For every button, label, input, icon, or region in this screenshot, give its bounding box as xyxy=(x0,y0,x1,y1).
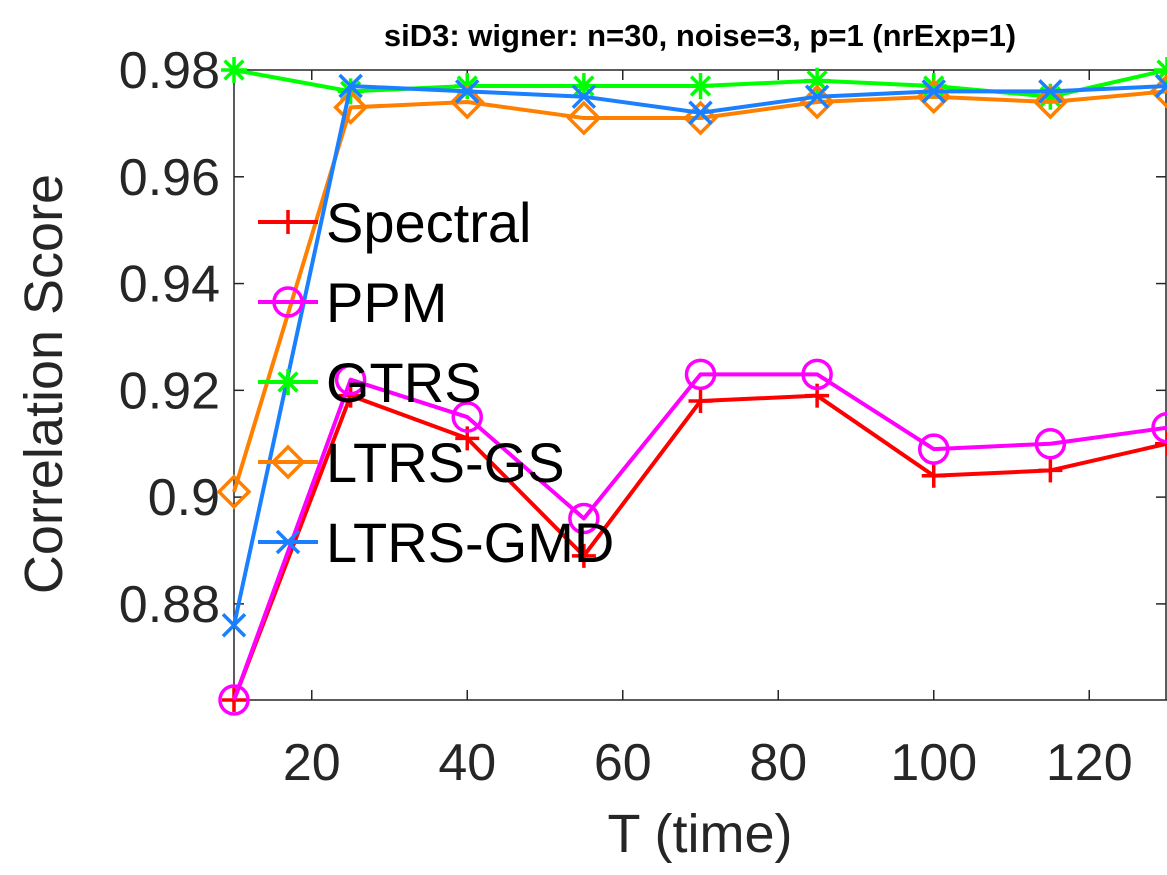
cross-marker-d2 xyxy=(275,529,301,555)
data-point-cross xyxy=(688,100,713,125)
data-point-asterisk xyxy=(687,73,714,100)
y-tick-label: 0.92 xyxy=(119,362,220,420)
data-point-diamond xyxy=(216,474,252,510)
data-point-asterisk xyxy=(221,57,247,83)
x-tick-label: 40 xyxy=(438,734,496,792)
data-point-diamond xyxy=(333,89,369,125)
legend-marker-plus xyxy=(276,210,300,234)
y-tick-label: 0.88 xyxy=(119,576,220,634)
cross-marker-d2 xyxy=(804,84,830,109)
legend-label: LTRS-GMD xyxy=(326,511,614,574)
data-point-diamond xyxy=(566,100,602,136)
legend-label: LTRS-GS xyxy=(326,431,565,494)
data-point-cross xyxy=(1154,73,1167,99)
chart-title: siD3: wigner: n=30, noise=3, p=1 (nrExp=… xyxy=(384,18,1016,53)
legend: Spectral PPM GTRS LTRS-GS LTRS-GMD xyxy=(258,191,614,574)
x-tick-label: 20 xyxy=(283,734,341,792)
x-tick-label: 80 xyxy=(749,734,807,792)
y-tick-label: 0.94 xyxy=(119,256,220,314)
series-line xyxy=(232,372,1167,701)
data-point-cross xyxy=(804,84,830,109)
data-point-circle xyxy=(218,684,250,716)
series-ltrs-gs xyxy=(216,73,1167,510)
data-point-circle xyxy=(1151,411,1167,444)
data-point-diamond xyxy=(1032,84,1068,120)
x-tick-label: 120 xyxy=(1046,734,1133,792)
x-tick-label: 100 xyxy=(890,734,977,792)
data-point-circle xyxy=(568,502,600,535)
asterisk-marker-d2 xyxy=(223,59,245,81)
data-point-plus xyxy=(338,383,363,408)
cross-marker-d1 xyxy=(1154,73,1167,89)
legend-item: LTRS-GMD xyxy=(258,511,614,574)
data-point-cross xyxy=(221,613,247,638)
y-tick-label: 0.96 xyxy=(119,149,220,207)
data-point-circle xyxy=(801,358,833,391)
series-ppm xyxy=(218,358,1167,716)
data-point-cross xyxy=(455,79,480,104)
data-point-circle xyxy=(451,401,483,433)
y-tick-label: 0.9 xyxy=(148,469,220,527)
legend-label: GTRS xyxy=(326,351,482,414)
legend-item: PPM xyxy=(258,271,447,334)
cross-marker-d2 xyxy=(1038,79,1063,104)
legend-label: Spectral xyxy=(326,191,531,254)
series-spectral xyxy=(222,383,1167,712)
data-point-plus xyxy=(1155,431,1167,456)
axes: 20 40 60 80 100 120 0.88 0.9 0.92 0.94 0.96 0.98 xyxy=(119,42,1167,792)
series-ltrs-gmd xyxy=(221,73,1167,638)
data-point-cross xyxy=(571,84,597,109)
asterisk-marker-d2 xyxy=(1156,67,1167,81)
asterisk-marker-d1 xyxy=(1156,59,1167,73)
data-point-plus xyxy=(1038,458,1063,483)
data-point-plus xyxy=(921,463,946,488)
data-point-plus xyxy=(571,543,596,568)
asterisk-marker-d2 xyxy=(806,70,828,92)
data-point-plus xyxy=(688,389,713,414)
asterisk-marker-d2 xyxy=(277,371,299,393)
asterisk-marker-d2 xyxy=(689,75,712,97)
legend-marker-cross xyxy=(275,529,301,555)
cross-marker-d2 xyxy=(688,100,713,125)
y-axis-title: Correlation Score xyxy=(14,174,74,594)
cross-marker-d2 xyxy=(338,73,363,99)
legend-marker-asterisk xyxy=(275,369,301,395)
x-tick-label: 60 xyxy=(594,734,652,792)
data-point-circle xyxy=(684,358,717,391)
data-point-cross xyxy=(1038,79,1063,104)
data-point-circle xyxy=(334,363,367,396)
cross-marker-d2 xyxy=(455,79,480,104)
cross-marker-d2 xyxy=(221,613,247,638)
data-point-asterisk xyxy=(1154,57,1167,83)
data-point-circle xyxy=(918,433,950,465)
series-line xyxy=(232,89,1167,493)
cross-marker-d2 xyxy=(571,84,597,109)
data-series xyxy=(216,57,1167,716)
data-point-circle xyxy=(1034,427,1067,460)
legend-marker-diamond xyxy=(270,444,306,480)
cross-marker-d2 xyxy=(921,79,946,104)
legend-label: PPM xyxy=(326,271,447,334)
data-point-cross xyxy=(338,73,363,99)
cross-marker-d2 xyxy=(1154,83,1167,99)
legend-item: Spectral xyxy=(258,191,531,254)
x-axis-title: T (time) xyxy=(608,804,793,864)
legend-item: LTRS-GS xyxy=(258,431,565,494)
legend-marker-circle xyxy=(272,286,304,318)
data-point-cross xyxy=(921,79,946,104)
legend-item: GTRS xyxy=(258,351,482,414)
data-point-diamond xyxy=(449,84,485,120)
y-tick-label: 0.98 xyxy=(119,42,220,100)
